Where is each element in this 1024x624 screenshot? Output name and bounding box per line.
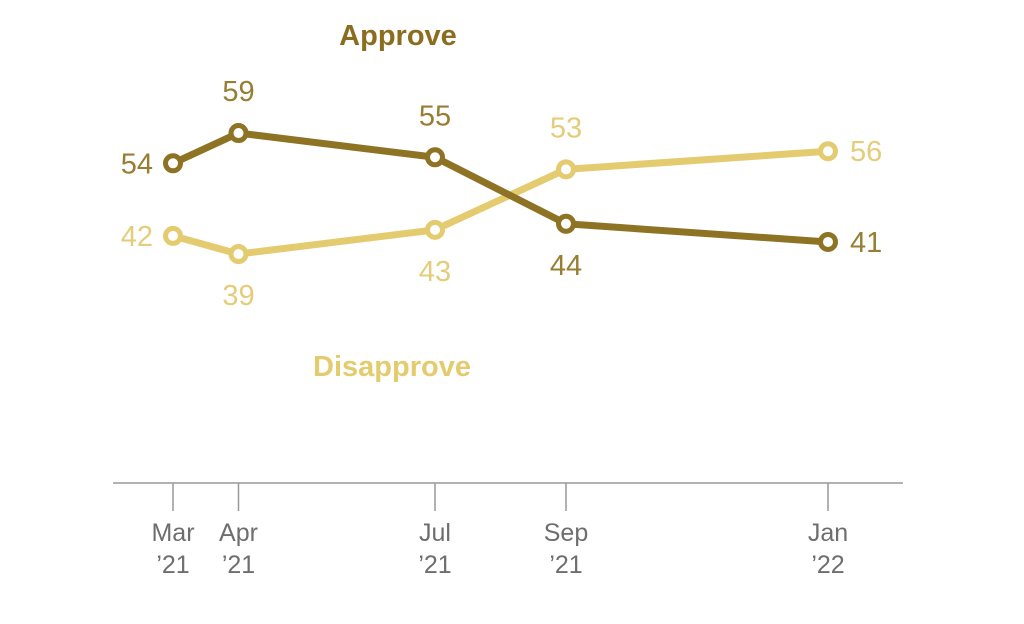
- approve-value-label: 41: [850, 227, 882, 259]
- approve-point: [163, 153, 183, 174]
- disapprove-point: [228, 244, 249, 265]
- series-label-disapprove: Disapprove: [313, 351, 471, 383]
- approve-point: [556, 213, 576, 234]
- x-axis-label-month: Apr: [219, 519, 258, 547]
- x-axis-label-month: Sep: [544, 519, 588, 547]
- approve-value-label: 59: [222, 76, 254, 108]
- series-label-approve: Approve: [339, 20, 457, 52]
- approve-point: [425, 147, 445, 168]
- x-axis-label-month: Jan: [808, 519, 848, 547]
- approve-value-label: 54: [121, 148, 153, 180]
- approve-point: [228, 123, 249, 144]
- x-axis-label-year: ’21: [418, 551, 451, 579]
- disapprove-point: [163, 225, 183, 246]
- x-axis-label-month: Jul: [419, 519, 451, 547]
- x-axis-label-year: ’21: [156, 551, 189, 579]
- x-axis-label-year: ’21: [549, 551, 582, 579]
- disapprove-value-label: 53: [550, 112, 582, 144]
- disapprove-value-label: 39: [222, 280, 254, 312]
- disapprove-value-label: 42: [121, 221, 153, 253]
- x-axis-label-year: ’21: [222, 551, 255, 579]
- x-axis-label-year: ’22: [811, 551, 844, 579]
- approve-point: [818, 231, 838, 252]
- x-axis-label-month: Mar: [151, 519, 194, 547]
- disapprove-point: [556, 159, 576, 180]
- disapprove-value-label: 43: [419, 256, 451, 288]
- disapprove-point: [818, 141, 838, 162]
- approve-value-label: 55: [419, 100, 451, 132]
- approve-line: [171, 129, 829, 246]
- approve-value-label: 44: [550, 250, 582, 282]
- disapprove-point: [425, 219, 445, 240]
- disapprove-value-label: 56: [850, 136, 882, 168]
